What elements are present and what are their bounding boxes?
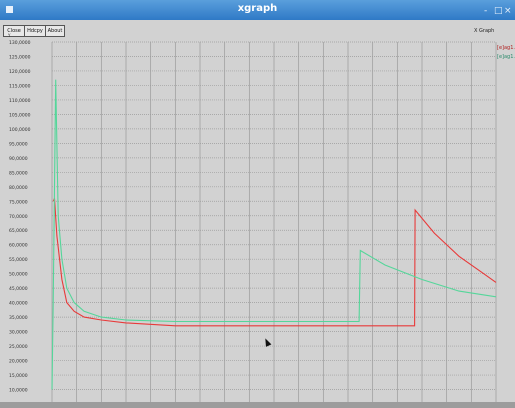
y-axis-label: Y bbox=[8, 33, 11, 38]
y-tick-label: 115,0000 bbox=[9, 83, 31, 89]
y-tick-label: 45,0000 bbox=[9, 286, 28, 292]
legend: [e]ag1.t [e]ag1.t bbox=[497, 44, 515, 62]
y-tick-label: 110,0000 bbox=[9, 98, 31, 104]
y-tick-label: 70,0000 bbox=[9, 214, 28, 220]
y-tick-label: 55,0000 bbox=[9, 257, 28, 263]
title-bar[interactable]: xgraph - □ × bbox=[0, 0, 515, 20]
y-tick-label: 10,0000 bbox=[9, 388, 28, 394]
series-line-2 bbox=[51, 79, 497, 390]
y-tick-label: 95,0000 bbox=[9, 141, 28, 147]
maximize-icon[interactable]: □ bbox=[494, 6, 503, 16]
window-title: xgraph bbox=[237, 3, 278, 14]
y-tick-label: 85,0000 bbox=[9, 170, 28, 176]
y-tick-label: 75,0000 bbox=[9, 199, 28, 205]
y-tick-label: 120,0000 bbox=[9, 69, 31, 75]
plot-area bbox=[0, 20, 515, 408]
close-window-icon[interactable]: × bbox=[504, 6, 512, 16]
series-line-1 bbox=[52, 198, 497, 327]
hardcopy-button[interactable]: Hdcpy bbox=[24, 25, 46, 37]
window-menu-icon[interactable] bbox=[6, 6, 13, 13]
y-tick-label: 100,0000 bbox=[9, 127, 31, 133]
y-tick-label: 80,0000 bbox=[9, 185, 28, 191]
y-tick-label: 30,0000 bbox=[9, 330, 28, 336]
y-tick-label: 35,0000 bbox=[9, 315, 28, 321]
y-tick-label: 15,0000 bbox=[9, 373, 28, 379]
y-tick-label: 125,0000 bbox=[9, 54, 31, 60]
y-tick-label: 25,0000 bbox=[9, 344, 28, 350]
about-button[interactable]: About bbox=[45, 25, 65, 37]
y-tick-label: 90,0000 bbox=[9, 156, 28, 162]
graph-title: X Graph bbox=[474, 28, 495, 34]
legend-entry-2: [e]ag1.t bbox=[497, 54, 515, 60]
y-tick-label: 130,0000 bbox=[9, 40, 31, 46]
y-tick-label: 60,0000 bbox=[9, 243, 28, 249]
close-button[interactable]: Close bbox=[3, 25, 25, 37]
y-tick-label: 65,0000 bbox=[9, 228, 28, 234]
taskbar bbox=[0, 402, 515, 408]
y-tick-label: 20,0000 bbox=[9, 359, 28, 365]
y-tick-label: 50,0000 bbox=[9, 272, 28, 278]
minimize-icon[interactable]: - bbox=[484, 6, 488, 16]
legend-entry-1: [e]ag1.t bbox=[497, 45, 515, 51]
y-tick-label: 105,0000 bbox=[9, 112, 31, 118]
y-tick-label: 40,0000 bbox=[9, 301, 28, 307]
